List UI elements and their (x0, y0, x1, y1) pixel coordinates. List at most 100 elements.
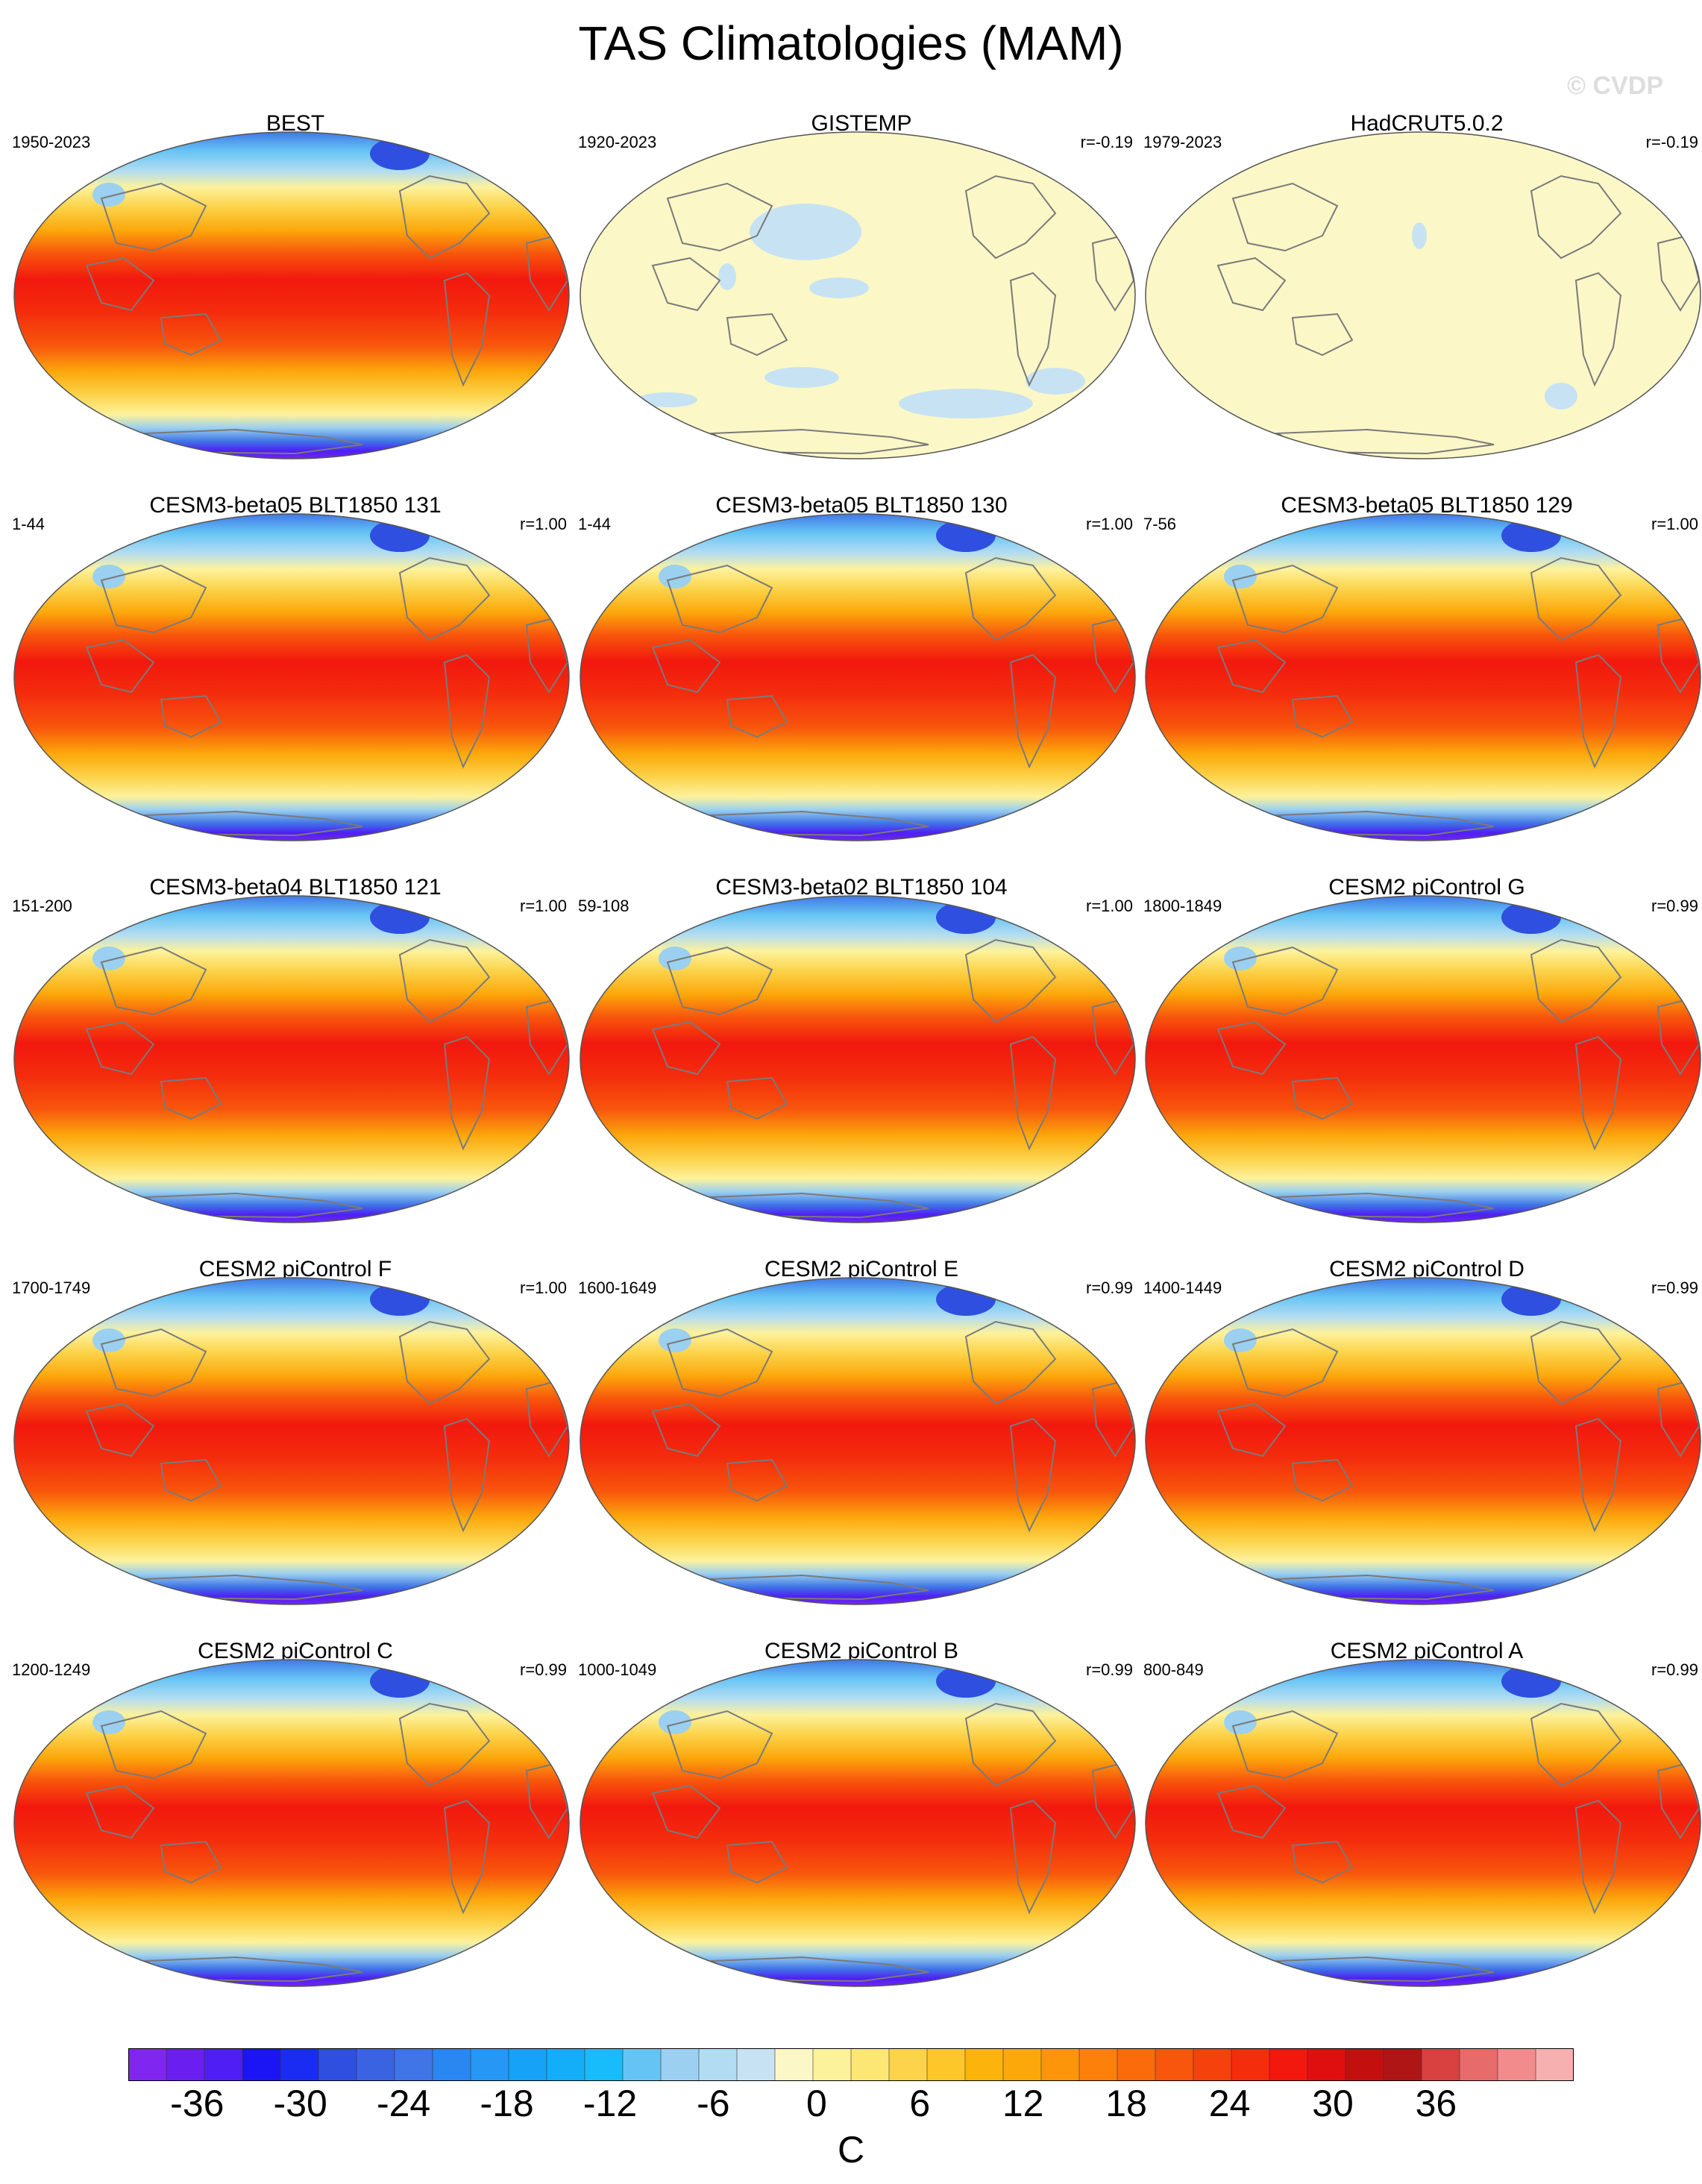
map-panel: CESM2 piControl E 1600-1649 r=0.99 (578, 1256, 1145, 1637)
global-map (1145, 513, 1701, 841)
panel-years: 1-44 (12, 515, 45, 533)
panel-years: 1-44 (578, 515, 612, 533)
colorbar-swatch (204, 2048, 243, 2081)
colorbar (128, 2048, 1574, 2081)
global-map (580, 895, 1136, 1223)
map-panel: CESM2 piControl A 800-849 r=0.99 (1143, 1638, 1702, 2018)
global-map (1145, 131, 1701, 459)
colorbar-swatch (1269, 2048, 1308, 2081)
map-panel: GISTEMP 1920-2023 r=-0.19 (578, 110, 1145, 491)
panel-correlation: r=0.99 (1086, 1278, 1133, 1297)
map-panel: CESM2 piControl D 1400-1449 r=0.99 (1143, 1256, 1702, 1637)
colorbar-swatch (1384, 2048, 1422, 2081)
colorbar-swatch (547, 2048, 585, 2081)
colorbar-tick: 30 (1312, 2083, 1354, 2124)
panel-years: 1920-2023 (578, 133, 657, 151)
colorbar-tick: 24 (1208, 2083, 1251, 2124)
colorbar-swatch (1041, 2048, 1080, 2081)
colorbar-units: C (837, 2129, 865, 2171)
global-map (13, 131, 570, 459)
panel-correlation: r=0.99 (1651, 1660, 1698, 1679)
colorbar-swatch (128, 2048, 167, 2081)
colorbar-swatch (280, 2048, 319, 2081)
panel-years: 1979-2023 (1143, 133, 1222, 151)
map-panel: CESM2 piControl G 1800-1849 r=0.99 (1143, 874, 1702, 1255)
global-map (580, 1659, 1136, 1987)
panel-correlation: r=0.99 (1651, 897, 1698, 915)
colorbar-swatch (1193, 2048, 1232, 2081)
colorbar-tick: 12 (1002, 2083, 1044, 2124)
map-panel: CESM3-beta05 BLT1850 130 1-44 r=1.00 (578, 492, 1145, 873)
cool-anomaly-region (809, 277, 869, 298)
map-panel: CESM3-beta05 BLT1850 131 1-44 r=1.00 (12, 492, 579, 873)
colorbar-swatch (433, 2048, 471, 2081)
panel-years: 1600-1649 (578, 1278, 657, 1297)
colorbar-swatch (1117, 2048, 1156, 2081)
map-panel: CESM2 piControl F 1700-1749 r=1.00 (12, 1256, 579, 1637)
cool-anomaly-region (899, 389, 1033, 418)
colorbar-swatch (585, 2048, 624, 2081)
colorbar-tick: 36 (1415, 2083, 1457, 2124)
colorbar-swatch (166, 2048, 205, 2081)
colorbar-swatch (1460, 2048, 1498, 2081)
global-map (13, 1659, 570, 1987)
panel-correlation: r=1.00 (1086, 515, 1133, 533)
panel-years: 1950-2023 (12, 133, 91, 151)
colorbar-tick-labels: -36 -30 -24 -18 -12 -6 0 6 12 18 24 30 36 (0, 2081, 1702, 2126)
colorbar-swatch (509, 2048, 547, 2081)
colorbar-swatch (1345, 2048, 1384, 2081)
panel-years: 1400-1449 (1143, 1278, 1222, 1297)
colorbar-tick: 6 (909, 2083, 931, 2124)
panel-correlation: r=0.99 (520, 1660, 567, 1679)
colorbar-swatch (1231, 2048, 1270, 2081)
colorbar-swatch (851, 2048, 890, 2081)
global-map (13, 1277, 570, 1605)
panel-correlation: r=-0.19 (1645, 133, 1698, 151)
cvdp-watermark: © CVDP (1567, 72, 1663, 100)
colorbar-swatch (813, 2048, 852, 2081)
colorbar-swatch (737, 2048, 776, 2081)
colorbar-swatch (927, 2048, 966, 2081)
colorbar-swatch (623, 2048, 662, 2081)
panel-correlation: r=1.00 (520, 1278, 567, 1297)
colorbar-tick: 0 (806, 2083, 827, 2124)
global-map (580, 131, 1136, 459)
colorbar-tick: -30 (273, 2083, 327, 2124)
panel-years: 7-56 (1143, 515, 1177, 533)
global-map (13, 895, 570, 1223)
colorbar-swatch (1307, 2048, 1346, 2081)
colorbar-swatch (357, 2048, 395, 2081)
cool-anomaly-region (1639, 413, 1684, 431)
panel-correlation: r=1.00 (520, 897, 567, 915)
panel-years: 151-200 (12, 897, 72, 915)
panel-correlation: r=0.99 (1086, 1660, 1133, 1679)
colorbar-swatch (1536, 2048, 1574, 2081)
global-map (13, 513, 570, 841)
global-map (1145, 1277, 1701, 1605)
global-map (580, 513, 1136, 841)
cool-anomaly-region (638, 392, 697, 407)
map-panel: BEST 1950-2023 (12, 110, 579, 491)
colorbar-tick: -12 (582, 2083, 638, 2124)
panel-correlation: r=1.00 (1651, 515, 1698, 533)
colorbar-swatch (1079, 2048, 1118, 2081)
panel-correlation: r=-0.19 (1080, 133, 1133, 151)
cool-anomaly-region (1412, 222, 1427, 249)
map-panel: CESM3-beta05 BLT1850 129 7-56 r=1.00 (1143, 492, 1702, 873)
colorbar-swatch (1003, 2048, 1042, 2081)
cool-anomaly-region (1026, 368, 1085, 395)
cool-anomaly-region (750, 204, 861, 260)
panel-years: 1700-1749 (12, 1278, 91, 1297)
colorbar-tick: -6 (697, 2083, 730, 2124)
colorbar-swatch (395, 2048, 433, 2081)
panel-years: 1200-1249 (12, 1660, 91, 1679)
map-panel: CESM3-beta02 BLT1850 104 59-108 r=1.00 (578, 874, 1145, 1255)
panel-years: 800-849 (1143, 1660, 1204, 1679)
colorbar-swatch (471, 2048, 509, 2081)
colorbar-swatch (699, 2048, 738, 2081)
map-panel-grid: BEST 1950-2023 GISTEMP 1920-2023 r=-0.19 HadC… (12, 110, 1702, 1987)
colorbar-swatch (1422, 2048, 1460, 2081)
colorbar-tick: -18 (480, 2083, 534, 2124)
map-panel: CESM3-beta04 BLT1850 121 151-200 r=1.00 (12, 874, 579, 1255)
panel-correlation: r=0.99 (1651, 1278, 1698, 1297)
